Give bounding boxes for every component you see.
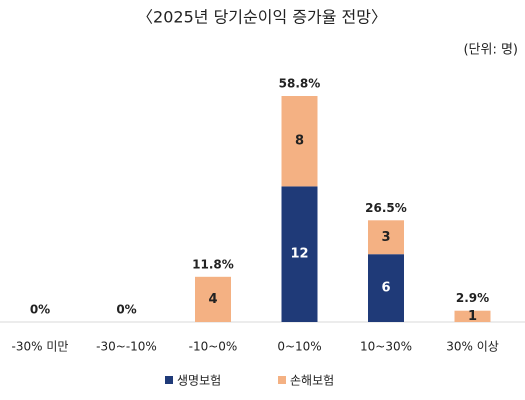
x-tick-label: -30% 미만 [12,340,69,354]
bar-segment [368,254,404,322]
segment-label: 12 [290,247,308,262]
segment-label: 6 [381,281,390,296]
total-label: 0% [30,303,50,317]
unit-label: (단위: 명) [463,43,518,58]
legend-swatch [165,376,173,384]
x-tick-label: -30~-10% [96,340,157,354]
total-label: 0% [116,303,136,317]
bar-segment [368,220,404,255]
total-label: 58.8% [279,77,321,91]
bar-segment [195,276,231,322]
x-tick-label: 0~10% [277,340,321,354]
bar-segment [454,310,491,322]
segment-label: 1 [468,309,477,324]
x-tick-label: 30% 이상 [446,340,499,354]
total-label: 26.5% [365,201,407,215]
x-tick-label: 10~30% [360,340,412,354]
bar-segment [281,96,318,187]
legend-label: 생명보험 [177,374,221,388]
legend-swatch [278,376,286,384]
chart-title: 〈2025년 당기순이익 증가율 전망〉 [137,8,387,27]
x-tick-label: -10~0% [189,340,238,354]
legend-label: 손해보험 [290,374,334,388]
segment-label: 8 [295,134,304,149]
segment-label: 4 [208,292,217,307]
total-label: 2.9% [456,291,489,305]
bar-segment [281,186,318,322]
segment-label: 3 [381,230,390,245]
total-label: 11.8% [192,257,234,271]
